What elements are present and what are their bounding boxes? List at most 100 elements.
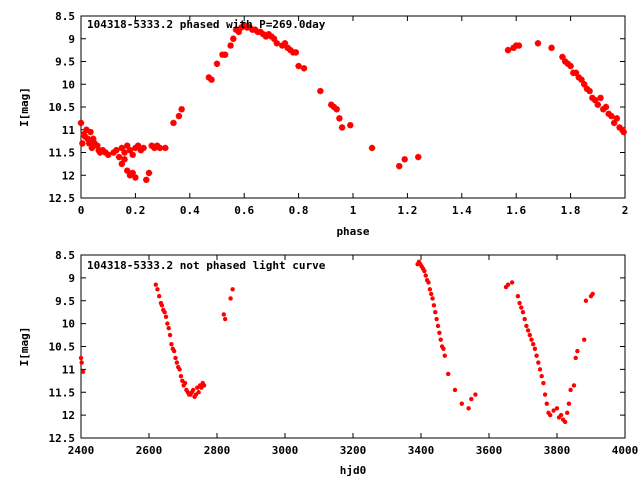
phased-data-point [415, 153, 422, 161]
unphased-plot-frame [80, 254, 626, 439]
unphased-data-point [459, 401, 464, 406]
phased-data-point [279, 42, 286, 49]
phased-data-point [115, 153, 123, 161]
phased-data-point [602, 103, 610, 111]
phased-data-point [124, 142, 131, 149]
unphased-data-point [442, 353, 447, 358]
unphased-data-point [221, 312, 226, 317]
unphased-data-point [222, 316, 228, 322]
unphased-data-point [166, 326, 171, 331]
unphased-data-point [527, 332, 532, 338]
unphased-data-point [423, 273, 428, 278]
phased-data-point [616, 124, 623, 131]
unphased-x-tick-label: 3000 [272, 444, 299, 457]
unphased-data-point [441, 346, 446, 351]
phased-data-point [600, 106, 607, 113]
unphased-data-point [562, 419, 568, 425]
unphased-data-point [79, 360, 84, 365]
phased-data-point [295, 62, 302, 70]
unphased-data-point [159, 303, 165, 308]
phased-data-point [281, 40, 289, 47]
phased-data-point [265, 31, 272, 38]
phased-data-point [137, 147, 145, 154]
unphased-data-point [573, 355, 578, 361]
phased-data-point [126, 172, 134, 179]
unphased-data-point [153, 282, 158, 287]
phased-data-point [613, 115, 621, 122]
phased-data-point [81, 133, 89, 140]
phased-x-tick-label: 2 [622, 204, 629, 217]
unphased-x-tick-label: 3800 [544, 444, 571, 457]
unphased-data-point [80, 369, 86, 374]
unphased-data-point [505, 282, 511, 287]
phased-data-point [572, 69, 580, 77]
unphased-y-tick-label: 10.5 [49, 341, 76, 354]
phased-data-point [87, 128, 94, 136]
unphased-data-point [525, 328, 531, 333]
phased-data-point [238, 24, 245, 31]
phased-data-point [96, 149, 104, 156]
phased-data-point [559, 53, 566, 61]
phased-y-tick-label: 11.5 [49, 147, 76, 160]
unphased-data-point [582, 337, 587, 342]
unphased-y-tick-label: 8.5 [55, 249, 75, 262]
unphased-data-point [438, 337, 443, 342]
phased-data-point [102, 149, 109, 156]
phased-data-point [333, 106, 340, 113]
phased-data-point [262, 33, 270, 40]
unphased-data-point [191, 387, 196, 393]
unphased-data-point [473, 392, 478, 397]
unphased-data-point [520, 309, 526, 315]
unphased-data-point [529, 337, 534, 342]
phased-x-tick-label: 1.2 [397, 204, 417, 217]
unphased-data-point [155, 287, 160, 292]
phased-data-point [129, 169, 136, 177]
phased-data-point [88, 144, 96, 152]
unphased-data-point [544, 401, 549, 406]
unphased-x-axis-label: hjd0 [340, 464, 367, 477]
phased-data-point [227, 42, 234, 49]
unphased-y-tick-label: 12.5 [49, 432, 76, 445]
phased-data-point [300, 65, 308, 72]
unphased-data-point [554, 406, 560, 411]
phased-data-point [583, 85, 591, 92]
phased-data-point [235, 28, 242, 36]
unphased-data-point [531, 342, 536, 347]
unphased-data-point [433, 309, 438, 315]
phased-data-point [575, 74, 582, 81]
unphased-y-tick-label: 11 [62, 363, 76, 376]
unphased-data-point [590, 291, 595, 297]
phased-x-tick-label: 1.4 [452, 204, 472, 217]
unphased-data-point [228, 296, 233, 301]
unphased-data-point [469, 396, 474, 402]
phased-data-point [292, 49, 300, 56]
phased-data-point [121, 149, 128, 156]
unphased-data-point [466, 406, 471, 411]
phased-data-point [124, 167, 131, 174]
phased-data-point [178, 106, 185, 113]
phased-data-point [151, 144, 158, 152]
unphased-data-point [541, 380, 546, 386]
phased-data-point [338, 124, 346, 131]
phased-y-tick-label: 10 [62, 78, 75, 91]
unphased-data-point [583, 298, 589, 303]
phased-data-point [317, 87, 324, 95]
phased-y-tick-label: 12.5 [49, 192, 76, 205]
phased-data-point [597, 94, 604, 102]
unphased-data-point [434, 316, 439, 322]
phased-data-point [347, 122, 354, 129]
phased-data-point [251, 26, 259, 33]
unphased-data-point [196, 390, 201, 395]
phased-data-point [246, 24, 253, 31]
unphased-data-point [422, 268, 427, 274]
phased-data-point [84, 135, 91, 143]
phased-data-point [257, 28, 264, 36]
phased-data-point [129, 151, 136, 158]
unphased-data-point [201, 383, 207, 388]
unphased-data-point [537, 367, 543, 372]
phased-data-point [578, 76, 585, 83]
unphased-data-point [519, 305, 524, 310]
phased-data-point [145, 169, 153, 177]
phased-data-point [241, 21, 248, 29]
